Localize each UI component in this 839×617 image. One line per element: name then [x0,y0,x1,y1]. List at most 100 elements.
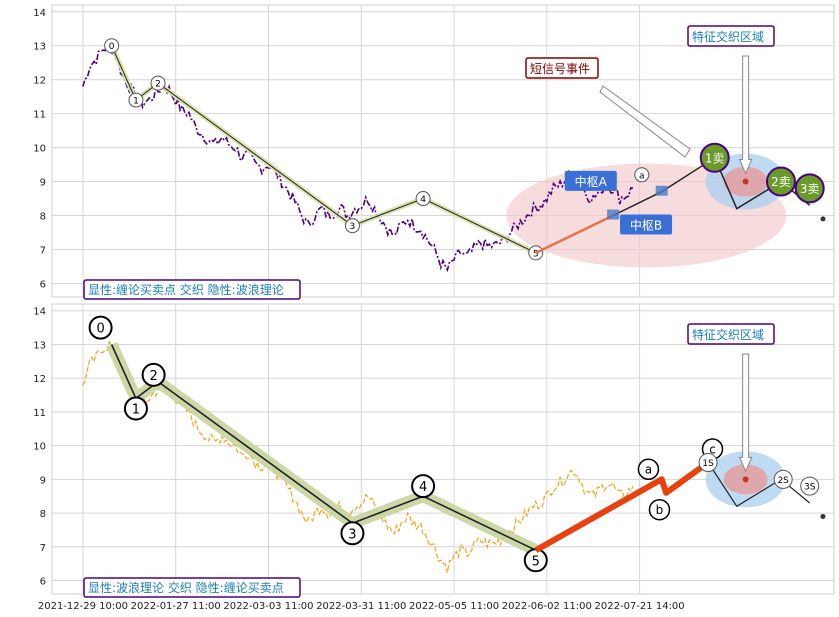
bottom-legend-text: 显性:波浪理论 交织 隐性:缠论买卖点 [88,580,284,595]
bottom-abc-label: b [656,503,664,517]
top-small-label: a [639,171,645,181]
top-price-line [82,42,634,273]
bottom-wave-label: 5 [532,554,540,569]
top-wave-marker [344,218,360,234]
top-center_B-box [655,185,668,196]
bottom-shapes: 0 1 2 3 4 5 a b c 1S 2S 3S [82,315,826,573]
bottom-y-tick-label: 8 [40,509,46,520]
bottom-chan-line [707,462,811,508]
bottom-y-tick-label: 6 [40,577,46,588]
top-y-tick-label: 7 [40,245,46,256]
bottom-wave-label: 1 [132,403,140,418]
top-final-dot [820,216,826,222]
top-feature-callout-text: 特征交织区域 [692,29,764,44]
bottom-wave-marker [340,521,365,546]
top-y-tick-label: 8 [40,212,46,223]
top-center_B-label-box [620,214,673,235]
top-y-tick-label: 6 [40,279,46,290]
top-sell-point-label: 1卖 [705,151,725,165]
top-center_A-box [607,209,620,220]
bottom-abc-label: c [709,443,716,457]
x-tick-label: 2022-03-03 11:00 [223,601,313,612]
bottom-abc-marker [648,498,671,521]
top-feature-callout: 特征交织区域 [687,25,775,47]
bottom-wave-label: 0 [96,322,104,337]
top-shapes: 0 1 2 3 4 5 中枢A 中枢B a 1卖 2卖 3卖 [82,38,826,273]
top-wave-label: 3 [350,222,356,232]
bottom-feature-arrow [738,353,753,473]
bottom-y-tick-label: 13 [33,340,46,351]
top-wave-marker [528,245,544,261]
top-small-marker [634,167,650,183]
top-center_A-label: 中枢A [575,174,608,189]
bottom-wave-marker [88,315,113,340]
bottom-y-tick-label: 9 [40,475,46,486]
top-feature-zone-center [742,178,749,185]
top-wave-marker [415,191,431,207]
top-signal-arrow [599,85,691,158]
bottom-y-tick-label: 12 [33,374,46,385]
bottom-legend-box [83,577,301,598]
x-tick-label: 2022-05-05 11:00 [409,601,499,612]
top-legend-box [83,279,301,300]
x-tick-label: 2021-12-29 10:00 [38,601,128,612]
bottom-y-ticks: 6 7 8 9 10 11 12 13 14 [33,307,46,588]
top-feature-callout-box [687,25,775,47]
bottom-sell-point-marker [773,469,793,489]
bottom-abc-path [534,460,710,553]
bottom-sell-point-label: 1S [702,459,714,469]
top-center_A-label-box [564,170,617,191]
top-legend: 显性:缠论买卖点 交织 隐性:波浪理论 [83,279,301,300]
top-sell-point-marker [765,166,796,197]
top-sell-point-marker [794,173,825,204]
top-legend-text: 显性:缠论买卖点 交织 隐性:波浪理论 [88,282,284,297]
bottom-wave-marker [141,362,166,387]
bottom-y-tick-label: 7 [40,543,46,554]
bottom-wave-line [110,344,537,551]
x-tick-label: 2022-01-27 11:00 [131,601,221,612]
top-sell-point-label: 3卖 [800,182,820,196]
bottom-sell-point-marker [698,452,718,472]
top-y-tick-label: 14 [33,8,46,19]
bottom-wave-label: 3 [348,527,356,542]
bottom-abc-marker [637,458,660,480]
x-tick-label: 2022-03-31 11:00 [316,601,406,612]
bottom-feature-callout: 特征交织区域 [687,323,775,345]
bottom-sell-point-marker [800,476,820,496]
signal-callout-text: 短信号事件 [530,62,590,76]
top-y-tick-label: 13 [33,42,46,53]
top-sell-point-marker [699,142,730,173]
bottom-wave-marker [123,396,148,421]
bottom-sell-point-label: 3S [804,483,816,493]
bottom-abc-label: a [645,463,652,477]
bottom-sell-point-label: 2S [777,476,789,486]
bottom-feature-zone-center [742,476,749,483]
x-tick-label: 2022-06-02 11:00 [502,601,592,612]
signal-callout-box [525,57,599,79]
bottom-frame [51,303,835,595]
bottom-wave-label: 2 [149,369,157,384]
top-wave-marker [104,38,120,54]
top-y-tick-label: 12 [33,76,46,87]
top-wave-marker [128,92,144,108]
top-center_B-label: 中枢B [630,218,662,233]
top-wave-label: 2 [155,80,161,90]
bottom-wave-marker [411,474,436,499]
top-y-tick-label: 10 [33,144,46,155]
top-wave-label: 0 [109,42,115,52]
top-trend-up-line [535,214,614,255]
top-sell-point-label: 2卖 [771,175,791,189]
top-y-ticks: 6 7 8 9 10 11 12 13 14 [33,8,46,291]
bottom-feature-callout-text: 特征交织区域 [692,327,764,342]
top-wave-label: 5 [533,249,539,259]
top-wave-line [111,45,537,254]
top-y-tick-label: 9 [40,178,46,189]
bottom-wave-label: 4 [419,480,427,495]
top-feature-arrow [738,55,753,175]
bottom-feature-callout-box [687,323,775,345]
bottom-y-tick-label: 14 [33,307,46,318]
bottom-final-dot [820,513,826,519]
